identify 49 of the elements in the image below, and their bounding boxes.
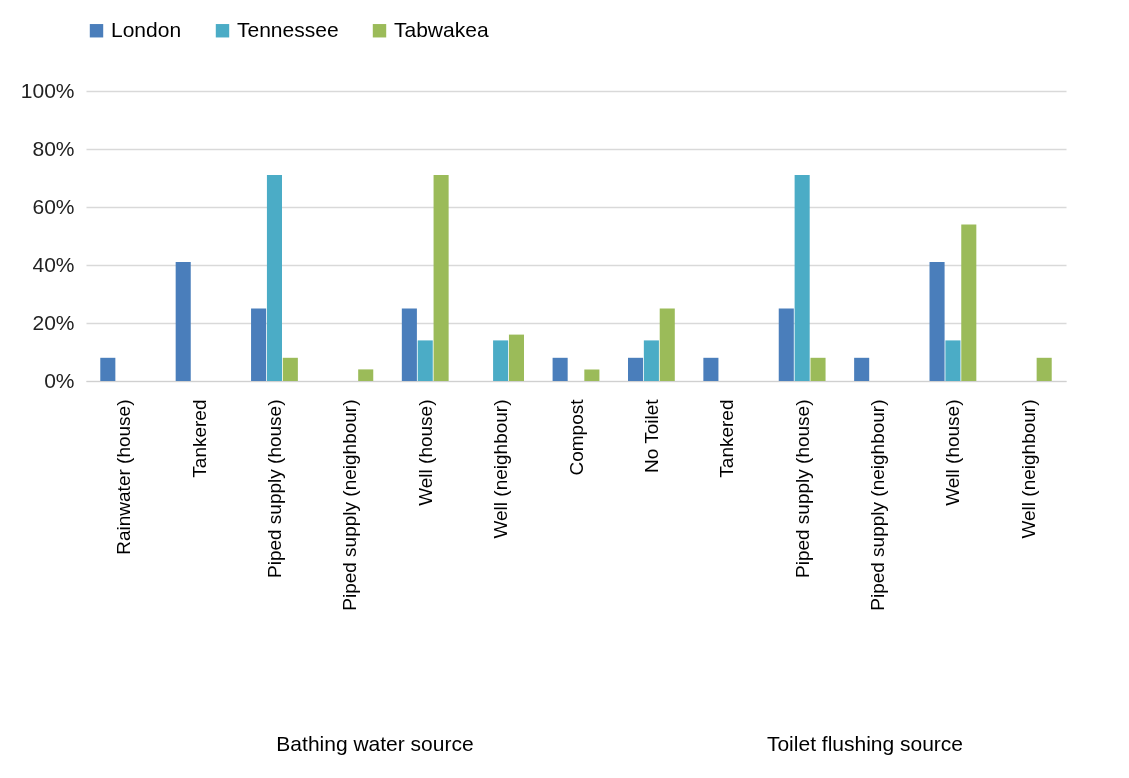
bar xyxy=(929,262,945,381)
x-tick-label: Tankered xyxy=(188,399,210,478)
x-tick-label: Compost xyxy=(565,398,587,476)
x-tick-label: No Toilet xyxy=(640,398,662,474)
bar xyxy=(358,369,374,381)
x-tick-label: Piped supply (house) xyxy=(263,399,285,578)
text: Bathing water source xyxy=(275,732,475,756)
y-tick-label: 40% xyxy=(32,252,75,276)
bar xyxy=(282,357,298,381)
bar xyxy=(854,357,870,381)
x-tick-label: Piped supply (neighbour) xyxy=(867,399,889,611)
bar xyxy=(175,262,191,381)
y-tick-label: 60% xyxy=(32,194,75,218)
bar xyxy=(584,369,600,381)
bar xyxy=(627,357,644,381)
y-tick-label: 80% xyxy=(32,136,75,160)
bar xyxy=(417,340,433,381)
legend-label: Tabwakea xyxy=(394,17,489,41)
x-tick-label: Well (house) xyxy=(414,399,436,506)
legend-label: Tennessee xyxy=(237,17,339,41)
bar xyxy=(945,340,961,381)
bar xyxy=(794,175,810,381)
x-tick-label: Well (neighbour) xyxy=(490,399,512,539)
bar xyxy=(401,308,417,381)
bar xyxy=(493,340,509,381)
bar xyxy=(961,224,977,381)
bar xyxy=(810,357,826,381)
bar xyxy=(659,308,675,381)
text: Toilet flushing source xyxy=(765,732,965,756)
bar xyxy=(552,357,568,381)
bar xyxy=(643,340,659,381)
bar xyxy=(1036,357,1052,381)
x-tick-label: Tankered xyxy=(716,399,738,478)
y-tick-label: 20% xyxy=(32,310,75,334)
bar xyxy=(433,175,449,381)
x-tick-label: Well (neighbour) xyxy=(1017,399,1039,539)
y-tick-label: 0% xyxy=(44,368,75,392)
bar xyxy=(778,308,794,381)
bar xyxy=(100,357,116,381)
bar xyxy=(266,175,282,381)
legend-label: London xyxy=(111,17,182,41)
x-tick-label: Well (house) xyxy=(942,399,964,506)
x-tick-label: Piped supply (house) xyxy=(791,399,813,578)
x-tick-label: Piped supply (neighbour) xyxy=(339,399,361,611)
y-tick-label: 100% xyxy=(20,78,75,102)
x-tick-label: Rainwater (house) xyxy=(113,399,135,555)
bar xyxy=(251,308,267,381)
bar xyxy=(703,357,719,381)
bar xyxy=(508,334,525,381)
